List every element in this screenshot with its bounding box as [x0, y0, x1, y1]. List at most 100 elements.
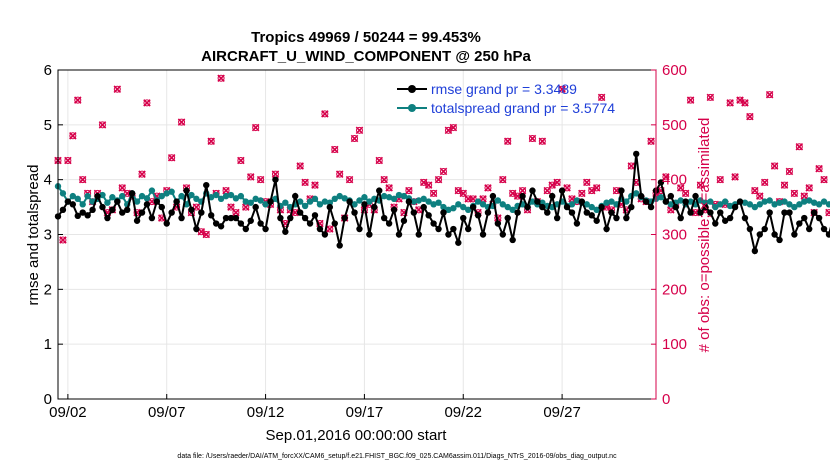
- totalspread-point: [321, 198, 329, 205]
- obs-possible-marker: [538, 137, 546, 145]
- rmse-point: [232, 214, 240, 222]
- rmse-point: [183, 187, 190, 194]
- obs-count-point: [805, 184, 813, 192]
- obs-count-point: [449, 123, 458, 132]
- rmse-point: [583, 209, 591, 216]
- rmse-point: [227, 214, 235, 222]
- obs-possible-marker: [296, 162, 304, 170]
- series-lines: [54, 150, 830, 255]
- totalspread-point: [208, 194, 215, 201]
- totalspread-point: [341, 195, 348, 202]
- totalspread-point: [445, 206, 452, 214]
- y-axis-right-label: # of obs: o=possible; ×=assimilated: [696, 118, 713, 353]
- rmse-point: [712, 220, 719, 227]
- totalspread-point: [474, 198, 482, 205]
- obs-possible-marker: [469, 195, 477, 203]
- totalspread-point: [410, 198, 418, 205]
- totalspread-point: [84, 192, 91, 200]
- obs-count-point: [424, 181, 433, 189]
- obs-count-point: [202, 230, 211, 239]
- rmse-point: [69, 201, 77, 208]
- rmse-point: [361, 201, 368, 208]
- totalspread-point: [494, 197, 502, 204]
- obs-possible-marker: [301, 178, 309, 186]
- rmse-point: [242, 225, 250, 233]
- rmse-point: [440, 209, 447, 216]
- rmse-point: [341, 214, 348, 222]
- y-right-tick-label: 500: [662, 117, 687, 134]
- rmse-point: [405, 198, 413, 205]
- x-axis: 09/02 09/07 09/12 09/17 09/22 09/27: [49, 394, 581, 421]
- totalspread-point: [104, 199, 111, 206]
- totalspread-point: [633, 190, 640, 197]
- obs-assimilated-marker: [59, 236, 67, 244]
- rmse-point: [94, 192, 101, 200]
- obs-count-point: [647, 137, 655, 146]
- rmse-point: [74, 212, 81, 220]
- obs-possible-marker: [355, 126, 363, 134]
- rmse-point: [222, 214, 230, 222]
- obs-assimilated-marker: [815, 164, 823, 173]
- y-left-tick-label: 6: [44, 62, 52, 79]
- obs-assimilated-marker: [69, 132, 77, 140]
- totalspread-point: [825, 201, 830, 208]
- rmse-point: [746, 225, 754, 233]
- rmse-point: [296, 209, 304, 216]
- totalspread-point: [301, 202, 309, 210]
- rmse-point: [588, 212, 595, 219]
- obs-assimilated-marker: [330, 145, 339, 154]
- obs-possible-marker: [113, 85, 121, 93]
- rmse-point: [791, 231, 798, 238]
- rmse-point: [336, 242, 343, 249]
- legend-item-totalspread: totalspread grand pr = 3.5774: [397, 100, 615, 116]
- rmse-point: [455, 239, 462, 246]
- totalspread-point: [781, 198, 788, 205]
- obs-possible-marker: [64, 156, 72, 164]
- rmse-point: [464, 225, 472, 233]
- obs-assimilated-marker: [805, 184, 813, 192]
- obs-assimilated-marker: [118, 184, 127, 192]
- obs-assimilated-marker: [820, 175, 828, 184]
- rmse-point: [781, 209, 788, 216]
- rmse-point: [366, 231, 373, 238]
- obs-assimilated-marker: [301, 178, 309, 187]
- y-axis-left: 0 1 2 3 4 5 6: [44, 62, 63, 408]
- rmse-point: [104, 214, 111, 222]
- totalspread-point: [257, 197, 264, 204]
- totalspread-point: [435, 199, 442, 206]
- totalspread-point: [702, 199, 709, 206]
- rmse-point: [771, 231, 778, 238]
- x-tick-label: 09/27: [543, 404, 581, 421]
- totalspread-point: [385, 194, 393, 201]
- obs-assimilated-marker: [795, 143, 804, 151]
- rmse-point: [380, 214, 388, 222]
- rmse-point: [623, 214, 630, 222]
- totalspread-point: [262, 201, 269, 208]
- obs-possible-marker: [687, 96, 695, 104]
- rmse-point: [123, 206, 131, 214]
- y-right-tick-label: 200: [662, 281, 687, 298]
- totalspread-point: [504, 203, 511, 211]
- totalspread-point: [623, 198, 630, 205]
- obs-count-point: [177, 118, 186, 126]
- obs-assimilated-marker: [716, 175, 725, 184]
- obs-assimilated-marker: [760, 178, 769, 187]
- obs-assimilated-marker: [434, 175, 443, 184]
- totalspread-point: [450, 204, 457, 212]
- obs-assimilated-marker: [350, 134, 359, 143]
- totalspread-point: [593, 206, 600, 214]
- rmse-point: [662, 198, 670, 205]
- rmse-point: [504, 214, 511, 222]
- obs-assimilated-marker: [375, 156, 384, 165]
- totalspread-point: [227, 191, 235, 199]
- rmse-point: [539, 203, 546, 211]
- obs-assimilated-marker: [251, 123, 260, 132]
- totalspread-point: [455, 201, 462, 208]
- rmse-point: [272, 176, 279, 183]
- rmse-point: [731, 203, 739, 211]
- rmse-point: [114, 198, 121, 205]
- rmse-point: [109, 206, 116, 214]
- rmse-point: [796, 220, 803, 227]
- totalspread-point: [168, 188, 175, 195]
- obs-count-point: [499, 175, 507, 184]
